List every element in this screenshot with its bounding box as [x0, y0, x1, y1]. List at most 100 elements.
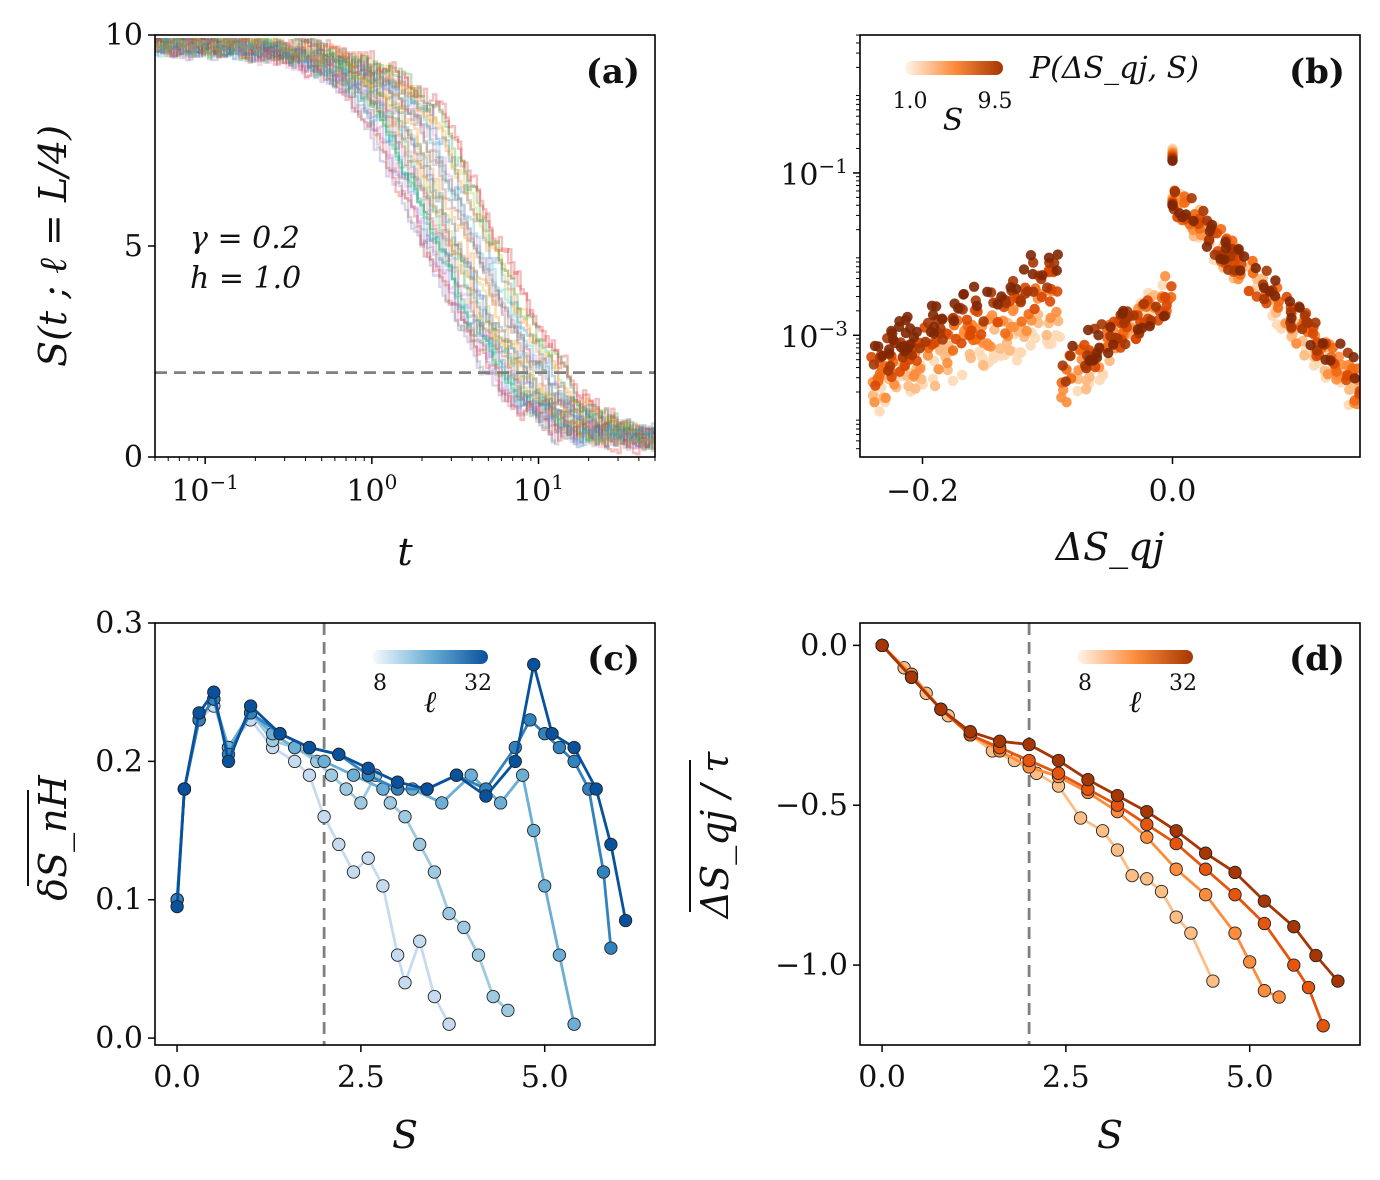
panel-a: 0 5 10 10−1 100 101 (a) γ = 0.2 h = 1.0 t S(t… — [31, 18, 656, 574]
panel-b-legend-title: P(ΔS_qj, S) — [1029, 51, 1199, 86]
scatter-point — [1284, 296, 1296, 307]
scatter-point — [1094, 342, 1105, 353]
scatter-point — [1054, 331, 1066, 343]
data-point — [354, 796, 368, 810]
data-point — [398, 810, 412, 824]
scatter-point — [1011, 355, 1023, 366]
scatter-point — [1294, 302, 1305, 313]
scatter-point — [975, 329, 987, 340]
scatter-point — [903, 380, 914, 392]
panel-a-label: (a) — [586, 52, 640, 92]
scatter-point — [1008, 304, 1019, 315]
scatter-point — [1238, 251, 1250, 262]
scatter-point — [936, 313, 948, 324]
trajectory-line — [155, 38, 655, 450]
data-point — [486, 989, 500, 1004]
y-tick-label: 0.0 — [800, 628, 848, 663]
data-point — [1022, 753, 1036, 768]
trajectory-line — [155, 38, 655, 450]
data-point — [1228, 926, 1242, 940]
scatter-point — [1308, 360, 1320, 371]
panel-c-colorbar — [372, 650, 488, 664]
scatter-point — [1029, 303, 1040, 315]
scatter-point — [1043, 252, 1055, 263]
scatter-point — [976, 352, 988, 363]
scatter-point — [1235, 265, 1246, 276]
trajectory-line — [155, 38, 655, 451]
y-tick-label: 10−1 — [780, 154, 848, 193]
scatter-point — [1291, 338, 1302, 349]
scatter-point — [1272, 302, 1284, 313]
trajectory-line — [155, 38, 655, 451]
scatter-point — [1215, 253, 1226, 264]
panel-c-frame — [154, 622, 656, 1046]
scatter-point — [964, 349, 975, 360]
data-point — [1184, 926, 1198, 940]
trajectory-line — [155, 38, 655, 449]
scatter-point — [1093, 330, 1104, 341]
scatter-point — [1036, 291, 1047, 303]
data-point — [1095, 824, 1110, 838]
data-point — [963, 725, 977, 739]
scatter-point — [895, 342, 907, 353]
data-point — [1228, 888, 1242, 902]
y-tick-label: 5 — [124, 229, 143, 264]
scatter-point — [1261, 265, 1272, 276]
trajectory-line — [155, 38, 655, 449]
data-point — [1140, 830, 1154, 844]
scatter-point — [968, 281, 980, 292]
data-point — [427, 865, 442, 879]
trajectory-line — [155, 38, 655, 449]
data-point — [288, 754, 302, 769]
scatter-point — [986, 310, 998, 321]
scatter-point — [1030, 333, 1041, 344]
data-point — [302, 740, 317, 755]
panel-a-marks — [155, 38, 655, 456]
scatter-point — [1335, 338, 1346, 349]
y-tick-label: 0 — [124, 440, 143, 475]
scatter-point — [1174, 208, 1185, 219]
data-point — [1243, 955, 1257, 969]
scatter-point — [1138, 298, 1150, 310]
scatter-point — [909, 369, 920, 380]
scatter-point — [1037, 270, 1048, 281]
panel-a-annotation-h: h = 1.0 — [190, 261, 301, 296]
data-point — [192, 706, 206, 720]
data-point — [442, 906, 456, 921]
scatter-point — [874, 406, 885, 417]
x-tick-label: 2.5 — [337, 1060, 385, 1095]
scatter-point — [1167, 200, 1178, 211]
scatter-point — [950, 333, 962, 345]
trajectory-line — [155, 38, 655, 447]
scatter-point — [1297, 323, 1308, 335]
panel-d-ylabel: ΔS_qj / τ — [693, 751, 738, 921]
panel-c-label: (c) — [587, 639, 640, 679]
data-point — [435, 796, 449, 810]
x-tick-label: 100 — [346, 470, 397, 509]
scatter-point — [934, 345, 946, 356]
panel-c-ylabel: δS_nH — [31, 774, 76, 900]
scatter-point — [1120, 338, 1131, 350]
panel-a-axes: 0 5 10 10−1 100 101 — [105, 18, 656, 509]
data-point — [1169, 824, 1183, 838]
trajectory-line — [155, 38, 655, 446]
scatter-point — [977, 360, 989, 371]
scatter-point — [1161, 300, 1172, 311]
panel-a-xlabel: t — [397, 530, 413, 574]
scatter-point — [1025, 250, 1037, 261]
scatter-point — [1204, 226, 1215, 237]
scatter-point — [1307, 328, 1319, 339]
data-point — [567, 740, 581, 755]
data-point — [332, 837, 346, 852]
panel-b-xlabel: ΔS_qj — [1054, 525, 1165, 570]
trajectory-line — [155, 38, 655, 450]
scatter-point — [948, 315, 960, 327]
data-point — [390, 948, 405, 962]
y-tick-label: 10−3 — [780, 316, 848, 355]
y-tick-label: −0.5 — [775, 788, 848, 823]
data-point — [1073, 811, 1088, 825]
scatter-point — [1258, 294, 1270, 305]
trajectory-line — [155, 38, 655, 449]
scatter-point — [1081, 375, 1092, 386]
data-point — [589, 782, 603, 796]
